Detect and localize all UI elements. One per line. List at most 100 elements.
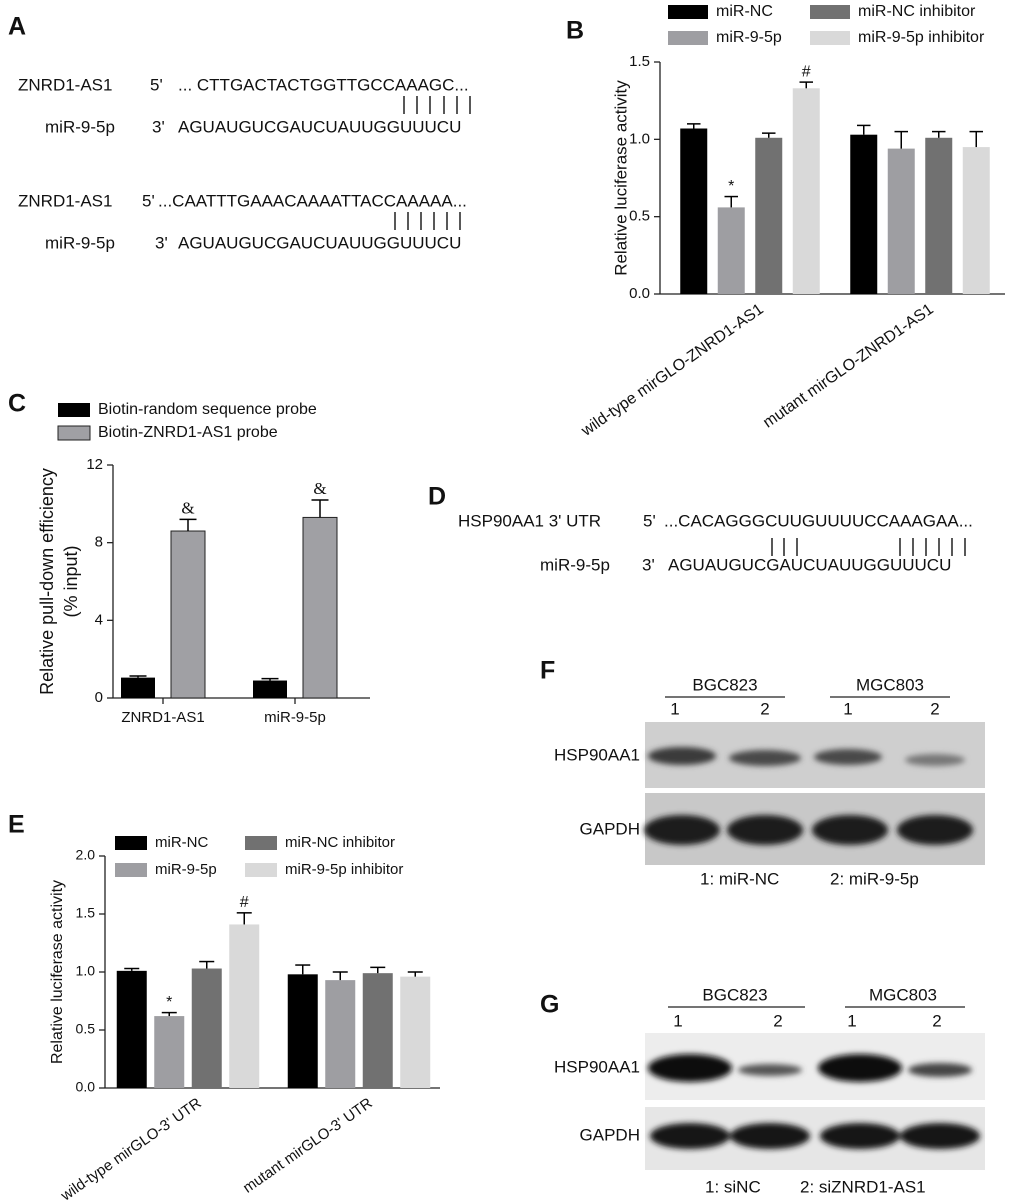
legend-swatch <box>668 31 708 45</box>
panel-label: C <box>8 390 26 418</box>
x-tick-label: mutant mirGLO-ZNRD1-AS1 <box>760 301 937 432</box>
blot-band <box>730 1123 810 1149</box>
y-axis-label: Relative luciferase activity <box>611 80 630 276</box>
bar <box>680 128 708 294</box>
group-label: BGC823 <box>702 985 767 1004</box>
error-bar <box>236 912 252 925</box>
bar-chart: 0.0 0.5 1.0 1.5 Relative luciferase activity… <box>578 3 1005 440</box>
group-label: MGC803 <box>856 675 924 694</box>
error-bar <box>129 675 147 678</box>
bar <box>325 980 356 1088</box>
error-bar <box>199 960 215 969</box>
error-bar <box>724 195 738 208</box>
legend-swatch <box>115 836 147 850</box>
bar <box>253 680 287 698</box>
legend-label: miR-9-5p <box>155 861 217 878</box>
significance-mark: & <box>181 498 194 517</box>
error-bar <box>332 971 348 981</box>
row-label: HSP90AA1 <box>554 1057 640 1076</box>
lane-label: 2 <box>773 1011 782 1030</box>
legend-swatch <box>58 403 90 417</box>
legend-swatch <box>245 836 277 850</box>
bar <box>755 137 783 294</box>
error-bar <box>894 130 908 149</box>
blot-band <box>738 1064 802 1076</box>
base-pairs <box>771 538 966 556</box>
bar <box>302 516 338 699</box>
bands <box>644 747 973 845</box>
blot-band <box>818 1054 902 1082</box>
error-bar <box>687 123 701 129</box>
y-tick-label: 0.0 <box>629 285 650 302</box>
group-label: BGC823 <box>692 675 757 694</box>
seq-name: miR-9-5p <box>45 117 115 136</box>
significance-mark: * <box>166 994 172 1011</box>
seq: ...CACAGGGCUUGUUUUCCAAAGAA... <box>664 511 973 530</box>
blot-band <box>905 754 965 766</box>
y-axis-label: (% input) <box>61 545 81 617</box>
blot-band <box>648 747 716 765</box>
bar <box>191 968 222 1088</box>
x-tick-label: wild-type mirGLO-3' UTR <box>57 1095 205 1202</box>
row-label: GAPDH <box>580 1125 640 1144</box>
y-tick-label: 0 <box>95 689 103 706</box>
seq-name: miR-9-5p <box>540 555 610 574</box>
y-tick-label: 0.5 <box>76 1021 96 1037</box>
x-tick-label: miR-9-5p <box>264 709 326 726</box>
lane-label: 2 <box>932 1011 941 1030</box>
blot-band <box>727 815 803 845</box>
lane-legend: 1: miR-NC <box>700 869 779 888</box>
error-bar <box>161 1011 177 1017</box>
y-tick-label: 4 <box>95 611 103 628</box>
panel-label: G <box>540 991 559 1019</box>
bar-chart: 0.0 0.5 1.0 1.5 2.0 Relative luciferase activ… <box>49 834 440 1202</box>
blot-band <box>897 815 973 845</box>
panel-label: B <box>566 17 584 45</box>
legend-label: miR-9-5p inhibitor <box>285 861 403 878</box>
bar <box>229 924 260 1088</box>
seq-name: ZNRD1-AS1 <box>18 191 112 210</box>
bar <box>850 134 878 294</box>
bar <box>121 677 155 698</box>
seq: AGUAUGUCGAUCUAUUGGUUUCU <box>178 233 461 252</box>
error-bar <box>969 130 983 148</box>
lane-legend: 2: siZNRD1-AS1 <box>800 1177 926 1196</box>
seq: AGUAUGUCGAUCUAUUGGUUUCU <box>668 555 951 574</box>
y-tick-label: 1.0 <box>629 130 650 147</box>
blot-band <box>814 749 882 765</box>
legend-swatch <box>57 425 91 441</box>
legend-swatch <box>245 863 277 877</box>
blot-band <box>900 1123 980 1149</box>
legend-swatch <box>668 5 708 19</box>
significance-mark: # <box>240 894 249 911</box>
y-axis-label: Relative pull-down efficiency <box>37 468 57 695</box>
panel-label: F <box>540 657 555 685</box>
lane-label: 1 <box>670 699 679 718</box>
bar <box>116 970 147 1088</box>
bar <box>287 974 318 1088</box>
x-tick-label: ZNRD1-AS1 <box>121 709 204 726</box>
base-pairs <box>403 96 471 114</box>
error-bar <box>799 81 813 89</box>
panel-label: D <box>428 483 446 511</box>
seq-end: 3' <box>642 555 655 574</box>
error-bar <box>762 132 776 138</box>
legend-swatch <box>810 31 850 45</box>
bar-chart: 0 4 8 12 Relative pull-down efficiency (% inp… <box>37 401 370 726</box>
seq-end: 5' <box>643 511 656 530</box>
seq-end: 3' <box>152 117 165 136</box>
significance-mark: * <box>728 178 734 195</box>
bar <box>925 137 953 294</box>
panel-label: E <box>8 811 25 839</box>
blot-band <box>908 1063 972 1077</box>
bands <box>648 1054 980 1149</box>
error-bar <box>179 518 197 532</box>
legend-label: miR-NC inhibitor <box>858 3 976 20</box>
error-bar <box>311 499 329 518</box>
significance-mark: & <box>313 479 326 498</box>
lane-label: 2 <box>760 699 769 718</box>
seq-name: HSP90AA1 3' UTR <box>458 511 601 530</box>
error-bar <box>932 130 946 138</box>
legend-label: Biotin-ZNRD1-AS1 probe <box>98 424 278 441</box>
x-tick-label: wild-type mirGLO-ZNRD1-AS1 <box>578 301 767 441</box>
